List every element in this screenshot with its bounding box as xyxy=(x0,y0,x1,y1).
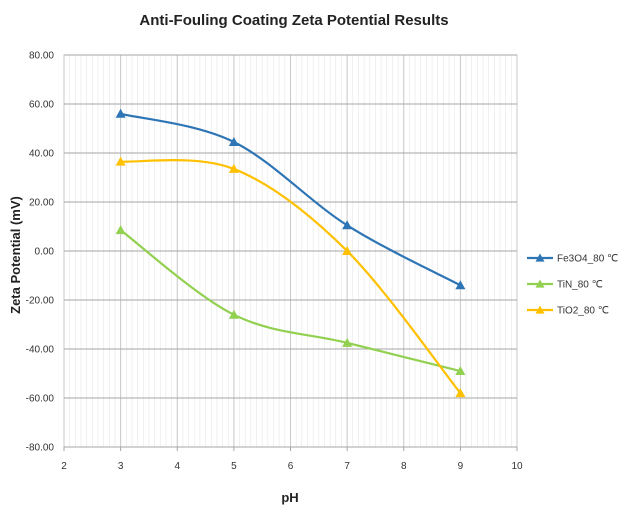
data-point-tin xyxy=(342,337,353,347)
data-point-tin xyxy=(455,366,466,376)
x-tick-label: 6 xyxy=(288,461,294,472)
grid xyxy=(63,54,518,451)
legend: Fe3O4_80 ℃ TiN_80 ℃ TiO2_80 ℃ xyxy=(527,253,618,317)
data-point-fe3o4 xyxy=(342,220,353,230)
x-tick-label: 5 xyxy=(231,461,237,472)
data-point-fe3o4 xyxy=(228,136,239,146)
y-tick-label: -20.00 xyxy=(26,296,55,307)
x-tick-labels: 2 3 4 5 6 7 8 9 10 xyxy=(61,461,523,472)
legend-marker-tio2 xyxy=(535,305,545,314)
series-fe3o4 xyxy=(115,108,466,290)
x-tick-label: 8 xyxy=(401,461,407,472)
y-tick-label: 20.00 xyxy=(29,198,54,209)
data-point-fe3o4 xyxy=(115,108,126,118)
y-tick-label: 40.00 xyxy=(29,149,54,160)
y-tick-label: -80.00 xyxy=(26,443,55,454)
series-line-tio2 xyxy=(120,159,462,394)
series-tin xyxy=(115,225,466,376)
data-point-tio2 xyxy=(455,388,466,398)
legend-item-tin: TiN_80 ℃ xyxy=(527,279,603,291)
x-axis-title: pH xyxy=(281,490,298,505)
legend-item-tio2: TiO2_80 ℃ xyxy=(527,305,609,317)
legend-label-tio2: TiO2_80 ℃ xyxy=(557,306,609,317)
data-point-tio2 xyxy=(115,156,126,166)
series-group xyxy=(115,108,466,398)
series-line-fe3o4 xyxy=(120,112,461,287)
series-tio2 xyxy=(115,156,466,398)
x-tick-label: 2 xyxy=(61,461,67,472)
legend-marker-tin xyxy=(535,279,545,288)
y-axis-title: Zeta Potential (mV) xyxy=(8,196,23,314)
data-point-tin xyxy=(115,225,126,235)
y-tick-label: -40.00 xyxy=(26,345,55,356)
data-point-fe3o4 xyxy=(455,280,466,290)
legend-item-fe3o4: Fe3O4_80 ℃ xyxy=(527,253,618,265)
legend-label-tin: TiN_80 ℃ xyxy=(557,280,603,291)
y-tick-label: 60.00 xyxy=(29,100,54,111)
y-tick-label: 0.00 xyxy=(35,247,55,258)
y-tick-label: -60.00 xyxy=(26,394,55,405)
y-tick-label: 80.00 xyxy=(29,51,54,62)
x-tick-label: 4 xyxy=(174,461,180,472)
y-tick-labels: 80.00 60.00 40.00 20.00 0.00 -20.00 -40.00 -60.… xyxy=(26,51,55,454)
x-tick-label: 9 xyxy=(458,461,464,472)
chart-title: Anti-Fouling Coating Zeta Potential Resu… xyxy=(139,12,448,29)
data-point-tio2 xyxy=(228,163,239,173)
legend-label-fe3o4: Fe3O4_80 ℃ xyxy=(557,254,618,265)
x-tick-label: 10 xyxy=(511,461,523,472)
legend-marker-fe3o4 xyxy=(535,253,545,262)
x-tick-label: 7 xyxy=(344,461,350,472)
x-tick-label: 3 xyxy=(118,461,124,472)
data-point-tin xyxy=(228,309,239,319)
data-point-tio2 xyxy=(342,246,353,255)
series-line-tin xyxy=(119,229,461,373)
